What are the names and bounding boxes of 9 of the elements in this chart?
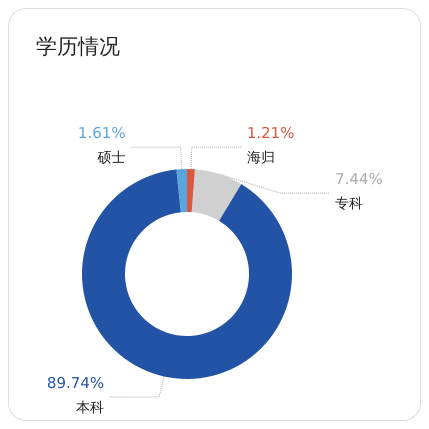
slice-label: 海归 [246, 150, 275, 166]
data-label: 7.44% [335, 170, 383, 188]
data-label: 1.21% [246, 124, 294, 142]
data-label: 89.74% [46, 374, 104, 392]
data-label: 1.61% [78, 124, 126, 142]
slice-label: 本科 [76, 400, 104, 416]
slice-label: 硕士 [96, 150, 126, 166]
chart-title: 学历情况 [36, 34, 120, 58]
slice-label: 专科 [335, 196, 364, 212]
